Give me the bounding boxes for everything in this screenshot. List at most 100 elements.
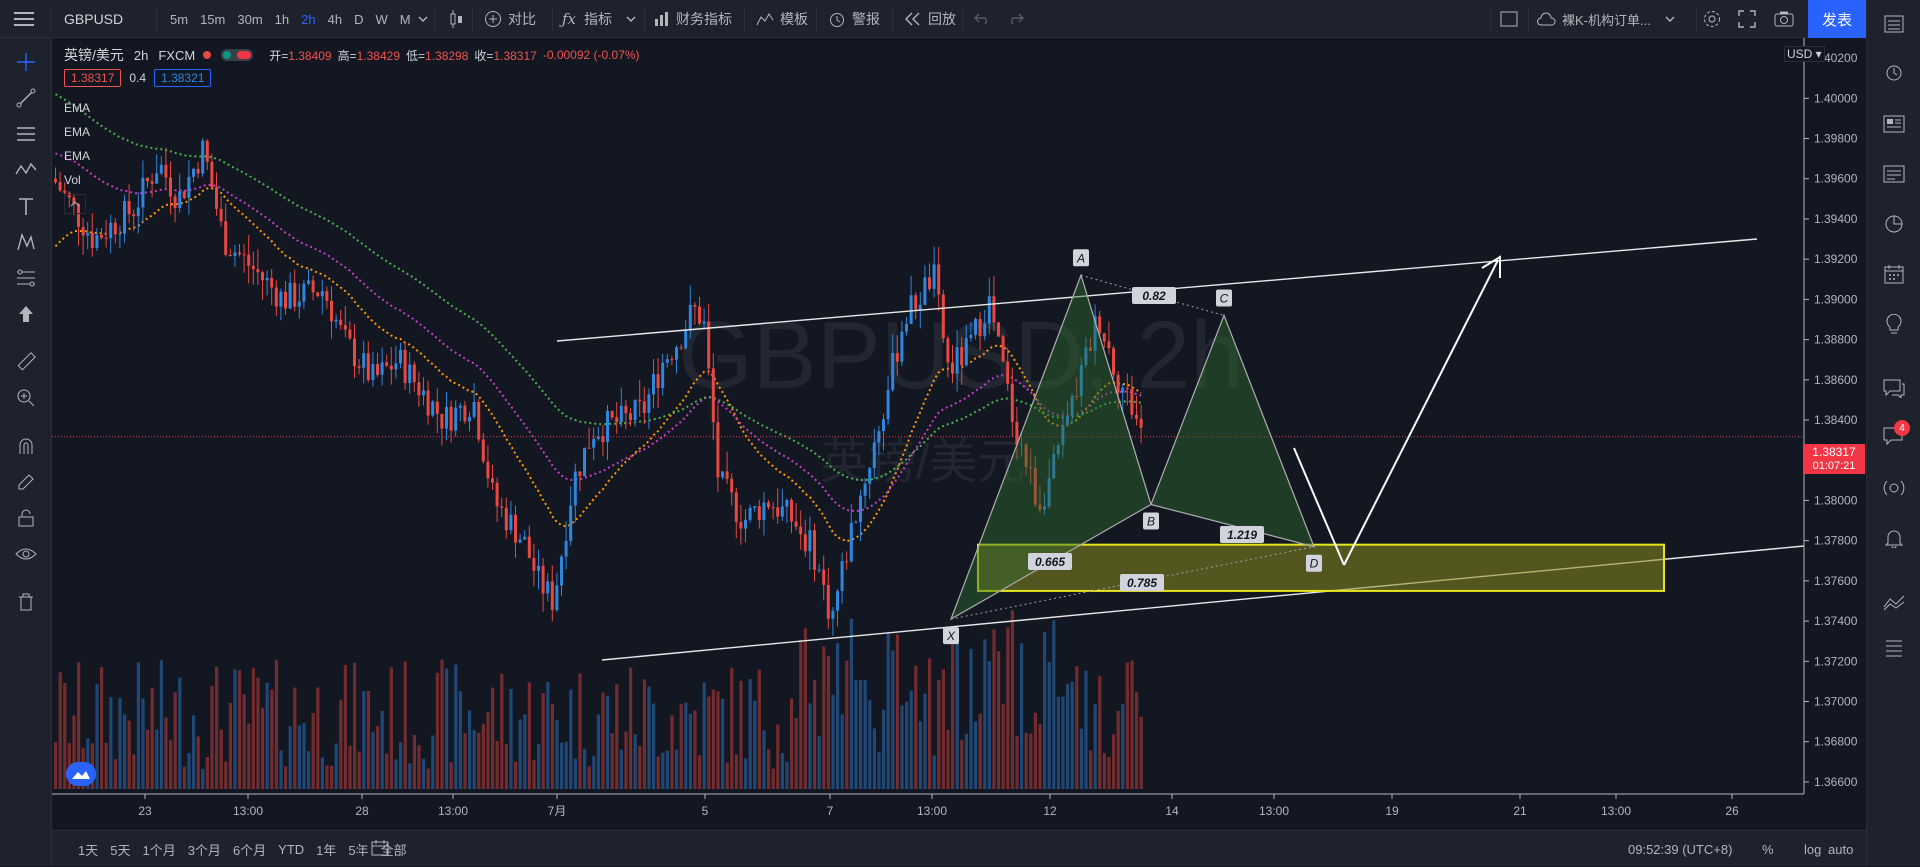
collapse-legend-icon[interactable] (64, 194, 86, 214)
range-5天[interactable]: 5天 (110, 842, 131, 858)
study-ema-3[interactable]: EMA (64, 149, 91, 163)
volume-bar (951, 644, 955, 789)
replay-button[interactable]: 回放 (904, 0, 956, 38)
chat-icon[interactable] (1880, 374, 1908, 402)
interval-2h[interactable]: 2h (301, 11, 316, 27)
candle-body (877, 431, 881, 443)
templates-button[interactable]: 模板 (756, 0, 808, 38)
order-panel-icon[interactable] (1880, 636, 1908, 664)
volume-bar (679, 704, 683, 789)
range-1天[interactable]: 1天 (78, 842, 99, 858)
candle-body (288, 282, 292, 309)
interval-W[interactable]: W (375, 11, 388, 27)
fullscreen-layout-icon[interactable] (1500, 0, 1518, 38)
bell-icon[interactable] (1880, 524, 1908, 552)
interval-5m[interactable]: 5m (170, 11, 189, 27)
alarm-icon[interactable] (1880, 58, 1908, 86)
ask-price[interactable]: 1.38321 (154, 69, 212, 87)
text-tool-icon[interactable] (12, 192, 40, 220)
percent-scale-toggle[interactable]: % (1762, 841, 1774, 857)
tradingview-logo[interactable] (66, 762, 96, 786)
volume-bar (725, 762, 729, 789)
layout-menu[interactable]: 裸K-机构订单... (1536, 0, 1675, 38)
candle-body (928, 277, 931, 289)
pencil-lock-icon[interactable] (12, 468, 40, 496)
interval-1h[interactable]: 1h (274, 11, 290, 27)
compare-button[interactable]: 对比 (484, 0, 536, 38)
calendar-icon[interactable] (1880, 260, 1908, 288)
streams-icon[interactable] (1880, 474, 1908, 502)
interval-30m[interactable]: 30m (237, 11, 263, 27)
lock-icon[interactable] (12, 504, 40, 532)
range-3个月[interactable]: 3个月 (187, 842, 221, 858)
clock[interactable]: 09:52:39 (UTC+8) (1628, 841, 1733, 857)
study-vol[interactable]: Vol (64, 173, 81, 187)
candle-body (238, 252, 241, 255)
undo-icon[interactable] (974, 0, 990, 38)
pattern-tool-icon[interactable] (12, 156, 40, 184)
horizontal-lines-icon[interactable] (12, 120, 40, 148)
candle-body (408, 364, 412, 383)
volume-bar (946, 729, 950, 789)
ruler-icon[interactable] (12, 348, 40, 376)
interval-15m[interactable]: 15m (200, 11, 226, 27)
fib-tool-icon[interactable] (12, 264, 40, 292)
range-1年[interactable]: 1年 (316, 842, 337, 858)
projection-arrowhead (1481, 255, 1501, 278)
zoom-in-icon[interactable] (12, 384, 40, 412)
depth-of-market-icon[interactable] (1880, 588, 1908, 616)
publish-button[interactable]: 发表 (1808, 0, 1866, 38)
study-ema-1[interactable]: EMA (64, 101, 91, 115)
news-icon[interactable] (1880, 110, 1908, 138)
financials-button[interactable]: 财务指标 (654, 0, 732, 38)
volume-bar (316, 687, 320, 789)
alert-button[interactable]: 警报 (828, 0, 880, 38)
volume-bar (808, 703, 812, 789)
arrow-up-icon[interactable] (12, 300, 40, 328)
magnet-icon[interactable] (12, 432, 40, 460)
volume-bar (95, 683, 99, 789)
hotlist-icon[interactable] (1880, 210, 1908, 238)
xabcd-pattern-icon[interactable] (12, 228, 40, 256)
crosshair-icon[interactable] (12, 48, 40, 76)
range-YTD[interactable]: YTD (278, 841, 305, 857)
data-window-icon[interactable] (1880, 160, 1908, 188)
candle-body (997, 322, 1000, 337)
indicators-button[interactable]: ƒx 指标 (562, 0, 636, 38)
candle-body (445, 406, 448, 429)
range-6个月[interactable]: 6个月 (232, 842, 267, 858)
settings-gear-icon[interactable] (1702, 0, 1722, 38)
redo-icon[interactable] (1008, 0, 1024, 38)
trend-line-icon[interactable] (12, 84, 40, 112)
study-ema-2[interactable]: EMA (64, 125, 91, 139)
legend-title: 英镑/美元 (64, 47, 124, 63)
volume-bar (247, 723, 251, 789)
chart-type-candles-icon[interactable] (448, 0, 464, 38)
camera-snapshot-icon[interactable] (1774, 0, 1794, 38)
auto-scale-toggle[interactable]: auto (1828, 841, 1854, 857)
volume-bar (403, 661, 407, 789)
interval-4h[interactable]: 4h (327, 11, 343, 27)
trash-icon[interactable] (12, 588, 40, 616)
ohlc-open: 开=1.38409 (269, 48, 332, 63)
ideas-lightbulb-icon[interactable] (1880, 310, 1908, 338)
symbol-search[interactable]: GBPUSD (64, 11, 124, 27)
candle-body (1102, 333, 1106, 342)
log-scale-toggle[interactable]: log (1804, 841, 1822, 857)
candle-body (937, 264, 941, 295)
watchlist-icon[interactable] (1880, 10, 1908, 38)
interval-M[interactable]: M (399, 11, 411, 27)
currency-selector[interactable]: USD ▾ (1784, 46, 1825, 62)
interval-dropdown-icon[interactable] (418, 0, 428, 38)
range-1个月[interactable]: 1个月 (142, 842, 176, 858)
eye-icon[interactable] (12, 540, 40, 568)
fullscreen-icon[interactable] (1738, 0, 1756, 38)
legend-toggle[interactable] (221, 49, 254, 61)
bid-price[interactable]: 1.38317 (64, 69, 122, 87)
interval-selector: 5m 15m 30m 1h 2h 4h D W M (164, 0, 417, 38)
volume-bar (343, 664, 347, 789)
goto-date-icon[interactable] (370, 839, 390, 862)
menu-icon[interactable] (14, 0, 34, 38)
chart-area[interactable]: GBPUSD, 2h 英镑/美元 X A B C D 0.82 0.665 1.219 0.78… (52, 38, 1866, 830)
interval-D[interactable]: D (354, 11, 364, 27)
